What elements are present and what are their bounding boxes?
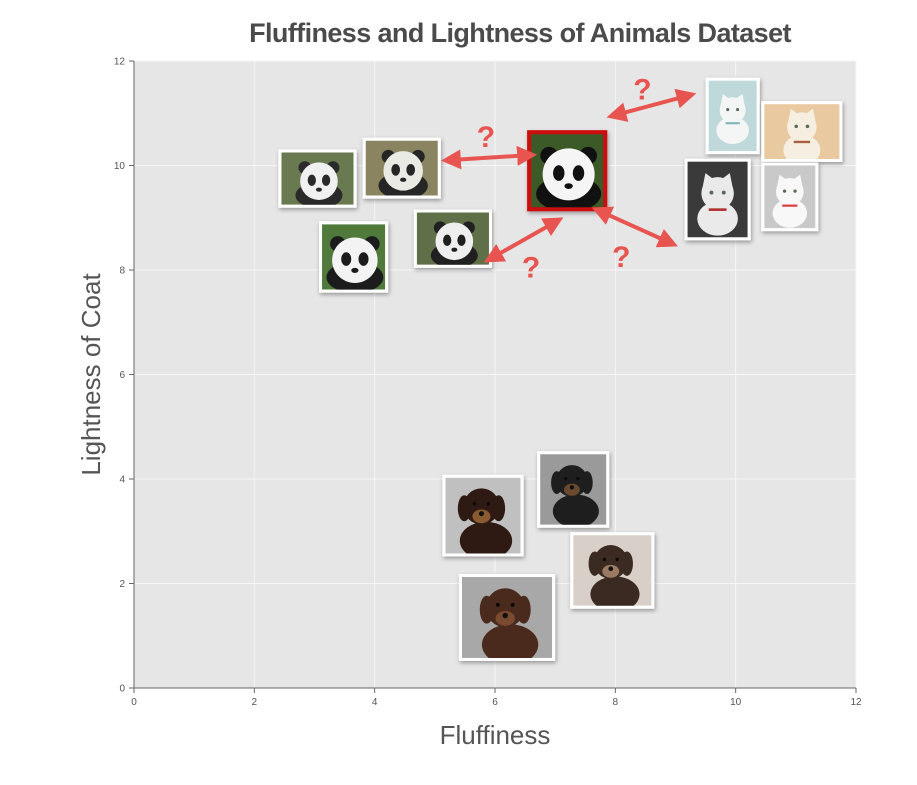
x-tick-label: 6 xyxy=(492,697,498,708)
cat-photo-icon xyxy=(687,161,748,238)
dog-thumbnail xyxy=(537,451,610,528)
y-axis-title: Lightness of Coat xyxy=(76,273,106,476)
x-tick-label: 4 xyxy=(372,697,378,708)
y-tick-label: 2 xyxy=(119,579,125,590)
x-tick-label: 10 xyxy=(730,697,742,708)
panda-thumbnail xyxy=(413,209,492,268)
panda-photo-icon xyxy=(322,224,386,290)
cat-photo-icon xyxy=(764,165,816,229)
y-tick-label: 6 xyxy=(119,370,125,381)
y-axis-ticks: 0 2 4 6 8 10 12 xyxy=(114,57,134,695)
dog-thumbnail xyxy=(570,532,655,609)
annotations: ???? xyxy=(440,74,697,284)
x-tick-label: 0 xyxy=(131,697,137,708)
x-tick-label: 12 xyxy=(850,697,862,708)
panda-thumbnail xyxy=(278,149,357,208)
panda-photo-icon xyxy=(416,212,489,265)
x-axis-ticks: 0 2 4 6 8 10 12 xyxy=(131,688,862,708)
cat-photo-icon xyxy=(708,80,757,152)
question-mark-label: ? xyxy=(633,74,651,107)
chart-title: Fluffiness and Lightness of Animals Data… xyxy=(249,18,791,48)
double-arrow xyxy=(591,206,678,248)
y-tick-label: 12 xyxy=(114,57,126,68)
panda-thumbnail xyxy=(362,137,441,199)
panda-thumbnail xyxy=(319,221,389,293)
dog-photo-icon xyxy=(445,477,521,554)
panda-photo-icon xyxy=(531,134,604,208)
panda-thumbnail xyxy=(527,130,608,212)
question-mark-label: ? xyxy=(477,121,495,154)
y-tick-label: 0 xyxy=(119,684,125,695)
double-arrow xyxy=(606,88,697,122)
cat-thumbnail xyxy=(761,101,843,162)
panda-photo-icon xyxy=(365,140,438,196)
dog-photo-icon xyxy=(540,454,607,525)
question-mark-label: ? xyxy=(522,251,540,284)
cat-thumbnail xyxy=(705,77,760,155)
x-tick-label: 2 xyxy=(252,697,258,708)
dog-thumbnail xyxy=(458,573,556,661)
cat-photo-icon xyxy=(764,104,840,159)
cat-thumbnail xyxy=(684,158,751,241)
cat-thumbnail xyxy=(761,162,819,232)
panda-photo-icon xyxy=(281,152,354,205)
double-arrow xyxy=(440,145,538,170)
y-tick-label: 4 xyxy=(119,475,125,486)
double-arrow xyxy=(483,217,564,263)
x-axis-title: Fluffiness xyxy=(440,720,551,750)
dog-thumbnail xyxy=(442,474,524,557)
dog-photo-icon xyxy=(461,576,553,658)
y-tick-label: 10 xyxy=(114,161,126,172)
x-tick-label: 8 xyxy=(613,697,619,708)
y-tick-label: 8 xyxy=(119,266,125,277)
question-mark-label: ? xyxy=(612,241,630,274)
data-points xyxy=(278,77,843,661)
dog-photo-icon xyxy=(573,535,652,606)
